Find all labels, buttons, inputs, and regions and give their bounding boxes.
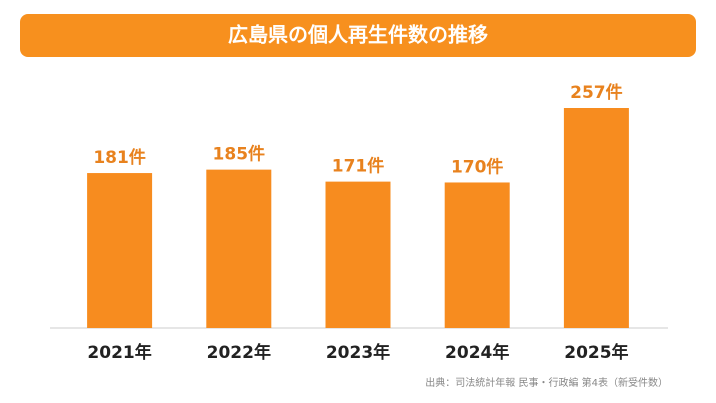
bar xyxy=(87,173,153,328)
x-tick-label: 2021年 xyxy=(87,342,151,363)
bar xyxy=(563,108,629,328)
value-label: 185件 xyxy=(213,144,266,165)
bar xyxy=(325,181,391,328)
chart-title: 広島県の個人再生件数の推移 xyxy=(228,23,488,47)
value-label: 170件 xyxy=(451,156,504,177)
x-tick-label: 2023年 xyxy=(326,342,390,363)
source-note: 出典：司法統計年報 民事・行政編 第4表（新受件数） xyxy=(425,376,668,389)
value-label: 171件 xyxy=(332,156,385,177)
x-tick-label: 2024年 xyxy=(445,342,509,363)
bar xyxy=(206,169,272,328)
x-tick-label: 2022年 xyxy=(207,342,271,363)
value-label: 181件 xyxy=(93,147,146,168)
bar xyxy=(444,182,510,328)
title-banner xyxy=(20,14,696,57)
x-tick-label: 2025年 xyxy=(564,342,628,363)
value-label: 257件 xyxy=(570,82,623,103)
